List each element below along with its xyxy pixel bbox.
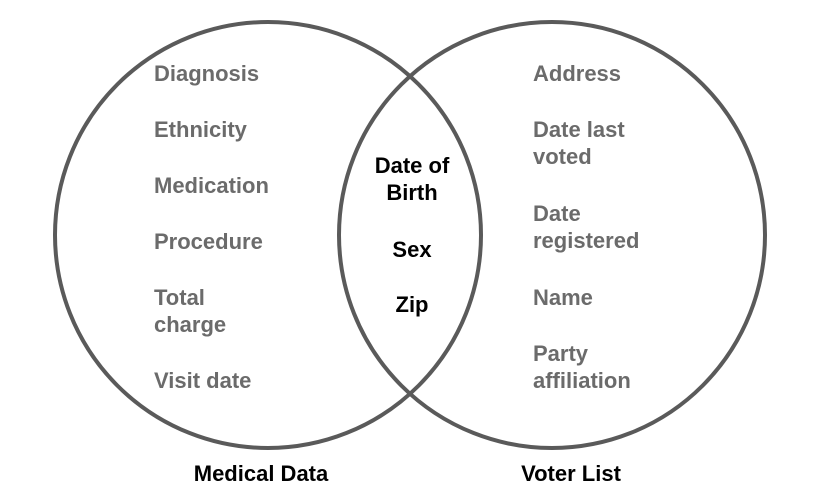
medical-data-label: Medical Data <box>193 461 329 486</box>
medical-item-ethnicity: Ethnicity <box>154 117 247 142</box>
voter-item-date-last-voted: Date last voted <box>533 117 625 169</box>
voter-item-address: Address <box>533 61 622 86</box>
shared-item-date-of-birth: Date of Birth <box>374 153 450 205</box>
voter-item-party-affiliation: Party affiliation <box>533 341 631 393</box>
medical-data-circle <box>53 20 483 450</box>
shared-item-sex: Sex <box>392 237 432 262</box>
medical-item-diagnosis: Diagnosis <box>154 61 260 86</box>
voter-list-label: Voter List <box>521 461 621 486</box>
voter-item-date-registered: Date registered <box>533 201 640 253</box>
medical-item-medication: Medication <box>154 173 269 198</box>
voter-list-circle <box>337 20 767 450</box>
shared-item-zip: Zip <box>395 292 429 317</box>
medical-item-visit-date: Visit date <box>154 368 252 393</box>
medical-item-procedure: Procedure <box>154 229 263 254</box>
medical-item-total-charge: Total charge <box>154 285 227 337</box>
voter-item-name: Name <box>533 285 593 310</box>
